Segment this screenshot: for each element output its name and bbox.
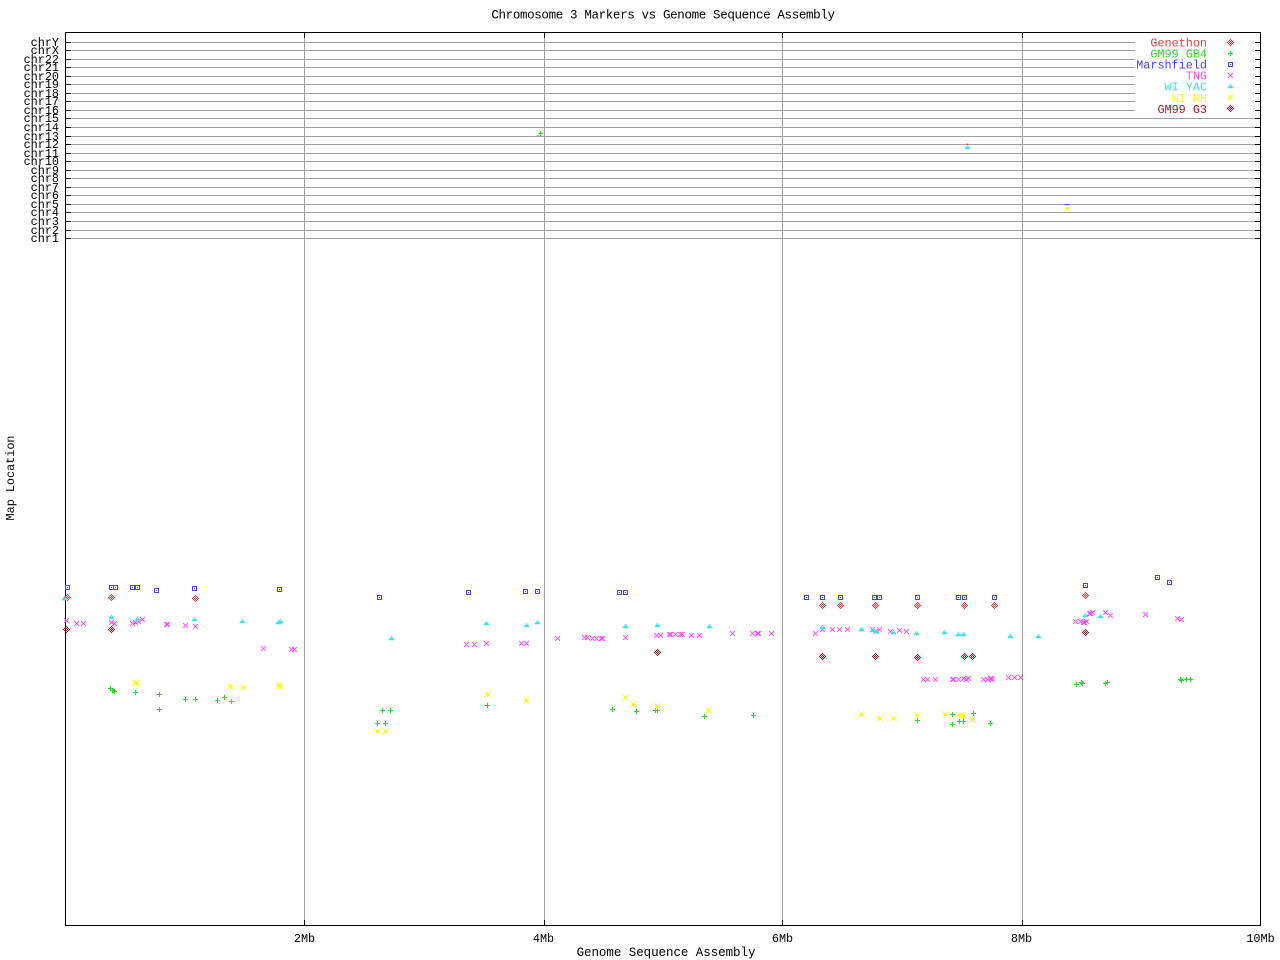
svg-text:chr10: chr10 (24, 155, 59, 169)
svg-text:chrY: chrY (31, 36, 59, 50)
svg-text:Genome Sequence Assembly: Genome Sequence Assembly (577, 946, 756, 960)
svg-text:Chromosome 3 Markers vs Genome: Chromosome 3 Markers vs Genome Sequence … (491, 9, 835, 23)
svg-text:chr14: chr14 (24, 121, 59, 135)
svg-text:Map Location: Map Location (4, 436, 18, 521)
svg-text:chr17: chr17 (24, 95, 59, 109)
svg-text:chr22: chr22 (24, 53, 59, 67)
svg-text:chr1: chr1 (31, 232, 59, 246)
svg-text:chr7: chr7 (31, 181, 59, 195)
svg-text:chr6: chr6 (31, 189, 59, 203)
svg-text:chr20: chr20 (24, 70, 59, 84)
svg-text:WI RH: WI RH (1172, 92, 1207, 106)
svg-text:chr12: chr12 (24, 138, 59, 152)
svg-text:6Mb: 6Mb (772, 932, 793, 946)
svg-text:TNG: TNG (1186, 70, 1207, 84)
svg-text:chr16: chr16 (24, 104, 59, 118)
svg-text:2Mb: 2Mb (294, 932, 315, 946)
svg-text:Marshfield: Marshfield (1136, 59, 1207, 73)
svg-text:WI YAC: WI YAC (1165, 81, 1207, 95)
svg-text:GM99 GB4: GM99 GB4 (1150, 48, 1207, 62)
svg-text:GM99 G3: GM99 G3 (1157, 103, 1207, 117)
svg-text:chr3: chr3 (31, 215, 59, 229)
svg-text:chrX: chrX (31, 44, 59, 58)
svg-text:8Mb: 8Mb (1011, 932, 1032, 946)
svg-text:chr9: chr9 (31, 164, 59, 178)
svg-text:chr19: chr19 (24, 78, 59, 92)
svg-text:chr4: chr4 (31, 206, 59, 220)
svg-text:chr8: chr8 (31, 172, 59, 186)
svg-text:4Mb: 4Mb (533, 932, 554, 946)
svg-text:chr18: chr18 (24, 87, 59, 101)
svg-text:chr21: chr21 (24, 61, 59, 75)
svg-text:chr2: chr2 (31, 224, 59, 238)
svg-text:chr13: chr13 (24, 130, 59, 144)
svg-text:Genethon: Genethon (1150, 37, 1207, 51)
svg-text:chr5: chr5 (31, 198, 59, 212)
svg-text:chr15: chr15 (24, 112, 59, 126)
svg-text:chr11: chr11 (24, 147, 59, 161)
svg-text:10Mb: 10Mb (1246, 932, 1274, 946)
